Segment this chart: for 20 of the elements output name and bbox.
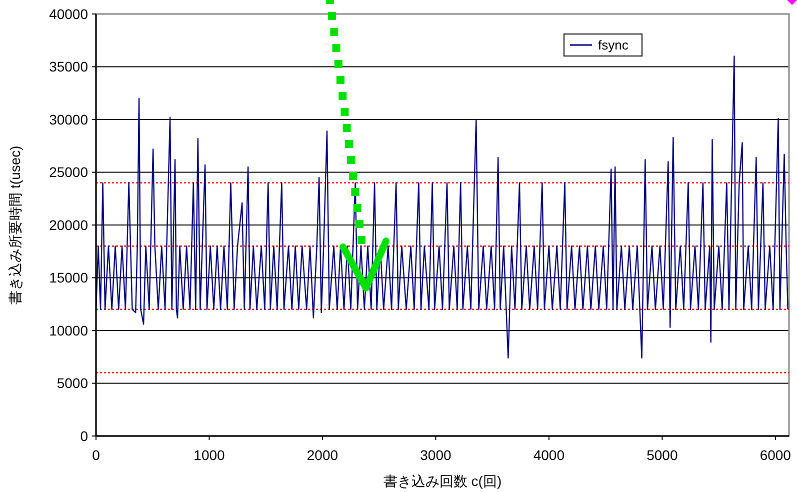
y-tick-label: 35000 [49,58,88,75]
x-tick-label: 3000 [420,447,452,463]
y-tick-label: 40000 [49,6,88,22]
y-tick-label: 0 [80,428,88,444]
y-axis-title: 書き込み所要時間 t(usec) [7,146,23,304]
y-tick-label: 5000 [56,375,88,392]
y-tick-label: 20000 [49,216,88,233]
x-tick-label: 5000 [646,447,678,463]
line-series [95,56,788,359]
y-tick-label: 15000 [49,270,88,286]
y-tick-label: 30000 [49,111,88,128]
x-axis-title: 書き込み回数 c(回) [383,473,502,489]
x-tick-label: 1000 [194,447,226,463]
y-tick-label: 10000 [49,322,88,338]
legend-label: fsync [598,38,629,53]
x-tick-label: 0 [92,447,100,463]
y-tick-label: 25000 [49,164,88,180]
x-tick-label: 2000 [306,447,338,463]
x-tick-label: 6000 [760,447,792,463]
x-tick-label: 4000 [533,447,565,463]
